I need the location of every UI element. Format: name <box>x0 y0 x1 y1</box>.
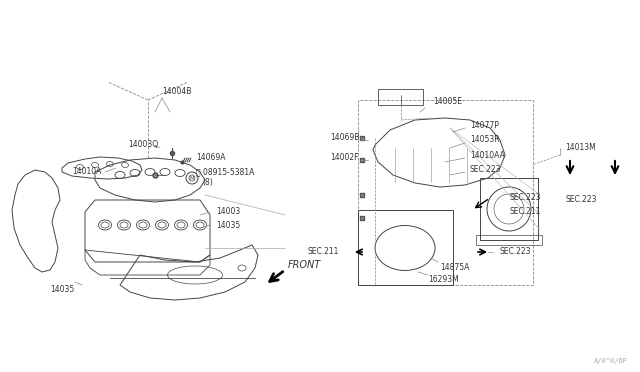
Bar <box>358 100 533 285</box>
Text: 14069A: 14069A <box>196 154 225 163</box>
Text: 14035: 14035 <box>50 285 74 295</box>
Text: 14004B: 14004B <box>162 87 191 96</box>
Text: Ⓜ 08915-5381A: Ⓜ 08915-5381A <box>196 167 254 176</box>
Text: 14035: 14035 <box>216 221 240 230</box>
Text: 14013M: 14013M <box>565 144 596 153</box>
Text: 14077P: 14077P <box>470 121 499 129</box>
Text: 14053R: 14053R <box>470 135 500 144</box>
Bar <box>476 235 542 245</box>
Text: 14069B: 14069B <box>330 134 360 142</box>
Text: SEC.211: SEC.211 <box>308 247 339 257</box>
Text: (8): (8) <box>202 179 212 187</box>
Text: 14002F: 14002F <box>330 154 358 163</box>
Text: SEC.223: SEC.223 <box>470 166 502 174</box>
Bar <box>358 210 453 285</box>
Text: SEC.223: SEC.223 <box>565 196 596 205</box>
Bar <box>378 89 423 105</box>
Text: 14875A: 14875A <box>440 263 469 273</box>
Text: A/0^0/6P: A/0^0/6P <box>594 358 628 364</box>
Text: SEC.223: SEC.223 <box>500 247 531 257</box>
Text: 14003Q: 14003Q <box>128 141 158 150</box>
Bar <box>480 178 538 240</box>
Text: 14010A: 14010A <box>72 167 101 176</box>
Text: SEC.211: SEC.211 <box>510 208 541 217</box>
Text: M: M <box>189 176 195 180</box>
Text: 14003: 14003 <box>216 208 240 217</box>
Text: 14005E: 14005E <box>433 97 462 106</box>
Text: FRONT: FRONT <box>288 260 321 270</box>
Text: SEC.223: SEC.223 <box>510 193 541 202</box>
Text: 14010AA: 14010AA <box>470 151 505 160</box>
Text: 16293M: 16293M <box>428 276 459 285</box>
